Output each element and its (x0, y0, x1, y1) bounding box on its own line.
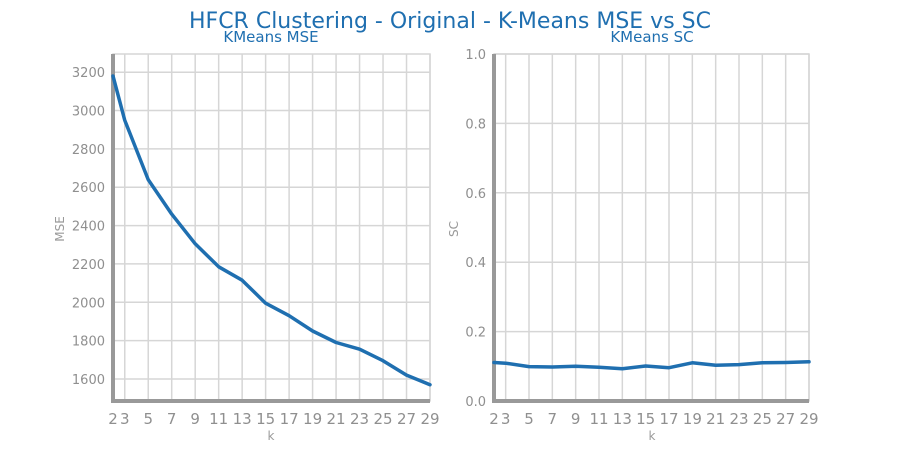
sc-y-tick-label: 1.0 (465, 48, 486, 63)
mse-x-tick-label: 25 (373, 410, 392, 428)
sc-x-tick-label: 15 (636, 410, 655, 428)
sc-y-tick-label: 0.2 (465, 326, 486, 341)
sc-x-tick-label: 13 (613, 410, 632, 428)
mse-x-tick-label: 19 (303, 410, 322, 428)
sc-chart-ylabel: SC (447, 221, 461, 237)
sc-x-tick-label: 9 (571, 410, 581, 428)
mse-y-tick-label: 1800 (72, 335, 105, 350)
mse-chart-xlabel: k (268, 429, 275, 443)
sc-x-tick-label: 27 (776, 410, 795, 428)
sc-x-tick-label: 21 (706, 410, 725, 428)
mse-x-tick-label: 21 (327, 410, 346, 428)
sc-x-tick-label: 2 (489, 410, 499, 428)
sc-chart: KMeans SC k SC 2 3 5 7 9 11 13 15 17 19 21 23 25 27 29… (447, 28, 819, 443)
mse-x-tick-label: 3 (120, 410, 130, 428)
mse-x-tick-label: 15 (256, 410, 275, 428)
mse-chart-title: KMeans MSE (223, 28, 318, 46)
mse-x-tick-label: 2 (108, 410, 118, 428)
sc-series-line (492, 360, 811, 371)
mse-y-tick-label: 2200 (72, 258, 105, 273)
mse-y-tick-label: 2400 (72, 220, 105, 235)
mse-x-tick-label: 29 (420, 410, 439, 428)
mse-y-tick-label: 3000 (72, 105, 105, 120)
sc-x-tick-label: 19 (683, 410, 702, 428)
mse-y-tick-label: 2600 (72, 181, 105, 196)
mse-x-tick-label: 11 (209, 410, 228, 428)
mse-y-tick-label: 2000 (72, 296, 105, 311)
mse-series-line (111, 74, 432, 387)
mse-y-tick-label: 1600 (72, 373, 105, 388)
sc-x-tick-label: 29 (799, 410, 818, 428)
sc-x-tick-label: 25 (753, 410, 772, 428)
sc-x-tick-label: 5 (524, 410, 534, 428)
mse-y-tick-label: 2800 (72, 143, 105, 158)
sc-x-tick-label: 17 (659, 410, 678, 428)
sc-chart-title: KMeans SC (610, 28, 693, 46)
sc-y-tick-label: 0.0 (465, 395, 486, 410)
mse-x-tick-label: 7 (167, 410, 177, 428)
sc-x-tick-label: 3 (501, 410, 511, 428)
sc-y-tick-label: 0.6 (465, 187, 486, 202)
sc-x-tick-label: 23 (729, 410, 748, 428)
mse-x-tick-label: 27 (397, 410, 416, 428)
sc-y-tick-label: 0.4 (465, 256, 486, 271)
figure-title: HFCR Clustering - Original - K-Means MSE… (189, 9, 711, 34)
mse-x-tick-label: 17 (280, 410, 299, 428)
mse-y-tick-label: 3200 (72, 66, 105, 81)
mse-chart-ylabel: MSE (53, 216, 67, 242)
mse-x-tick-label: 5 (143, 410, 153, 428)
mse-x-tick-label: 23 (350, 410, 369, 428)
sc-x-tick-label: 11 (589, 410, 608, 428)
mse-x-tick-label: 13 (233, 410, 252, 428)
sc-y-tick-label: 0.8 (465, 117, 486, 132)
sc-chart-xlabel: k (649, 429, 656, 443)
sc-x-tick-label: 7 (548, 410, 558, 428)
mse-chart: KMeans MSE k MSE 2 3 5 7 9 11 13 15 17 19 21 23 25 27… (53, 28, 440, 443)
mse-x-tick-label: 9 (190, 410, 200, 428)
